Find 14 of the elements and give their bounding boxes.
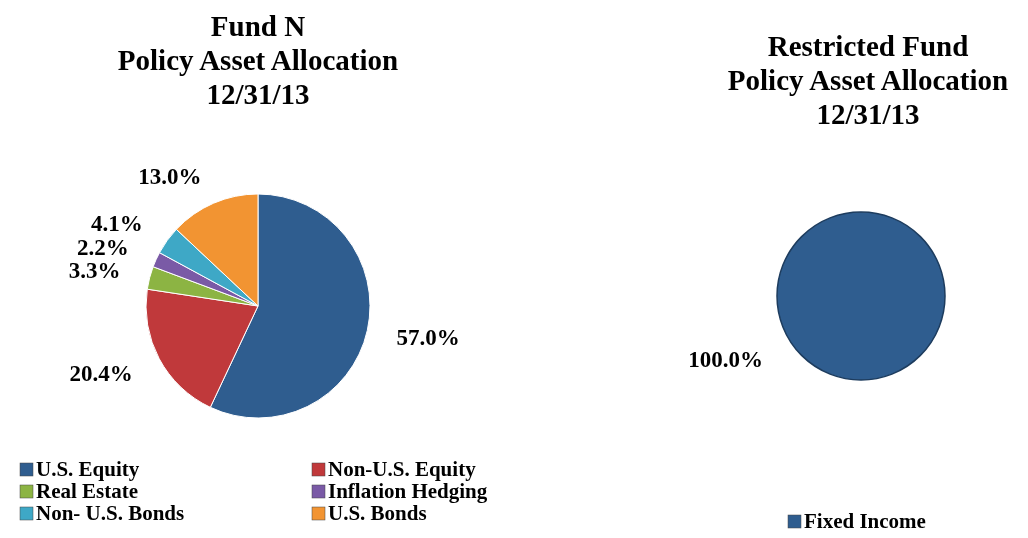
chart-title: Restricted Fund Policy Asset Allocation 12/31/13 — [727, 30, 1009, 130]
legend-label: U.S. Bonds — [328, 501, 427, 525]
data-label: 3.3% — [68, 258, 121, 284]
legend-label: Non-U.S. Equity — [328, 457, 477, 481]
legend-label: U.S. Equity — [36, 457, 140, 481]
data-label: 2.2% — [77, 235, 129, 261]
data-label: 100.0% — [688, 347, 763, 373]
chart-title: Fund N Policy Asset Allocation 12/31/13 — [117, 10, 399, 110]
data-label: 13.0% — [138, 163, 202, 189]
legend-label: Fixed Income — [804, 509, 926, 533]
data-label: 4.1% — [91, 210, 143, 236]
data-label: 57.0% — [396, 324, 460, 350]
data-label: 20.4% — [69, 360, 133, 386]
legend-label: Non- U.S. Bonds — [36, 501, 185, 525]
